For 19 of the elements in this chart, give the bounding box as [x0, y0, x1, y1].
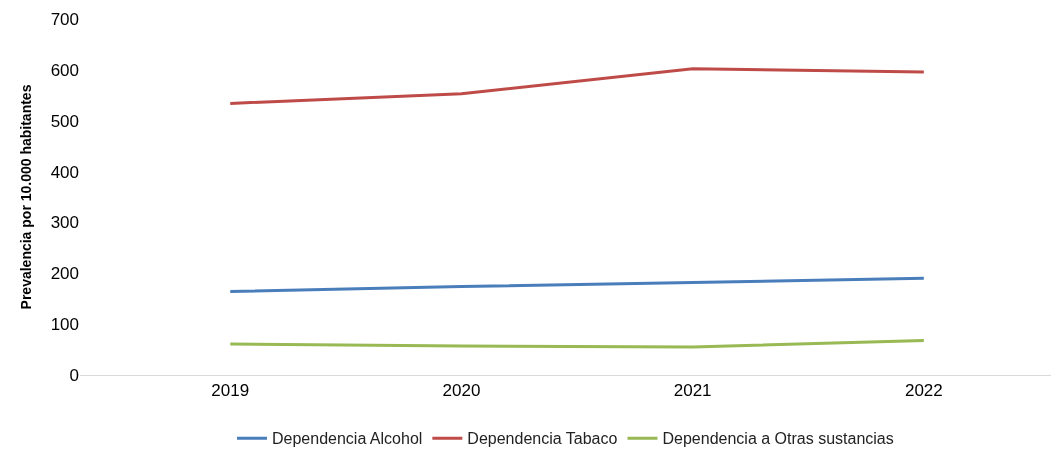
line-series — [228, 338, 926, 349]
line-series — [228, 276, 926, 294]
y-tick-label: 200 — [50, 264, 79, 284]
x-tick-label: 2022 — [904, 381, 943, 401]
y-tick-label: 300 — [50, 213, 79, 233]
x-tick-label: 2019 — [211, 381, 250, 401]
y-tick-label: 100 — [50, 315, 79, 335]
y-tick-label: 600 — [50, 60, 79, 80]
y-tick-label: 700 — [50, 9, 79, 29]
legend-label: Dependencia a Otras sustancias — [662, 430, 894, 448]
y-tick-label: 0 — [69, 365, 79, 385]
line-series — [228, 67, 926, 105]
y-tick-label: 500 — [50, 111, 79, 131]
x-tick-label: 2020 — [442, 381, 481, 401]
x-tick-label: 2021 — [673, 381, 712, 401]
y-tick-label: 400 — [50, 162, 79, 182]
y-axis-title: Prevalencia por 10.000 habitantes — [18, 84, 35, 310]
legend-label: Dependencia Alcohol — [272, 430, 423, 448]
legend-label: Dependencia Tabaco — [467, 430, 618, 448]
